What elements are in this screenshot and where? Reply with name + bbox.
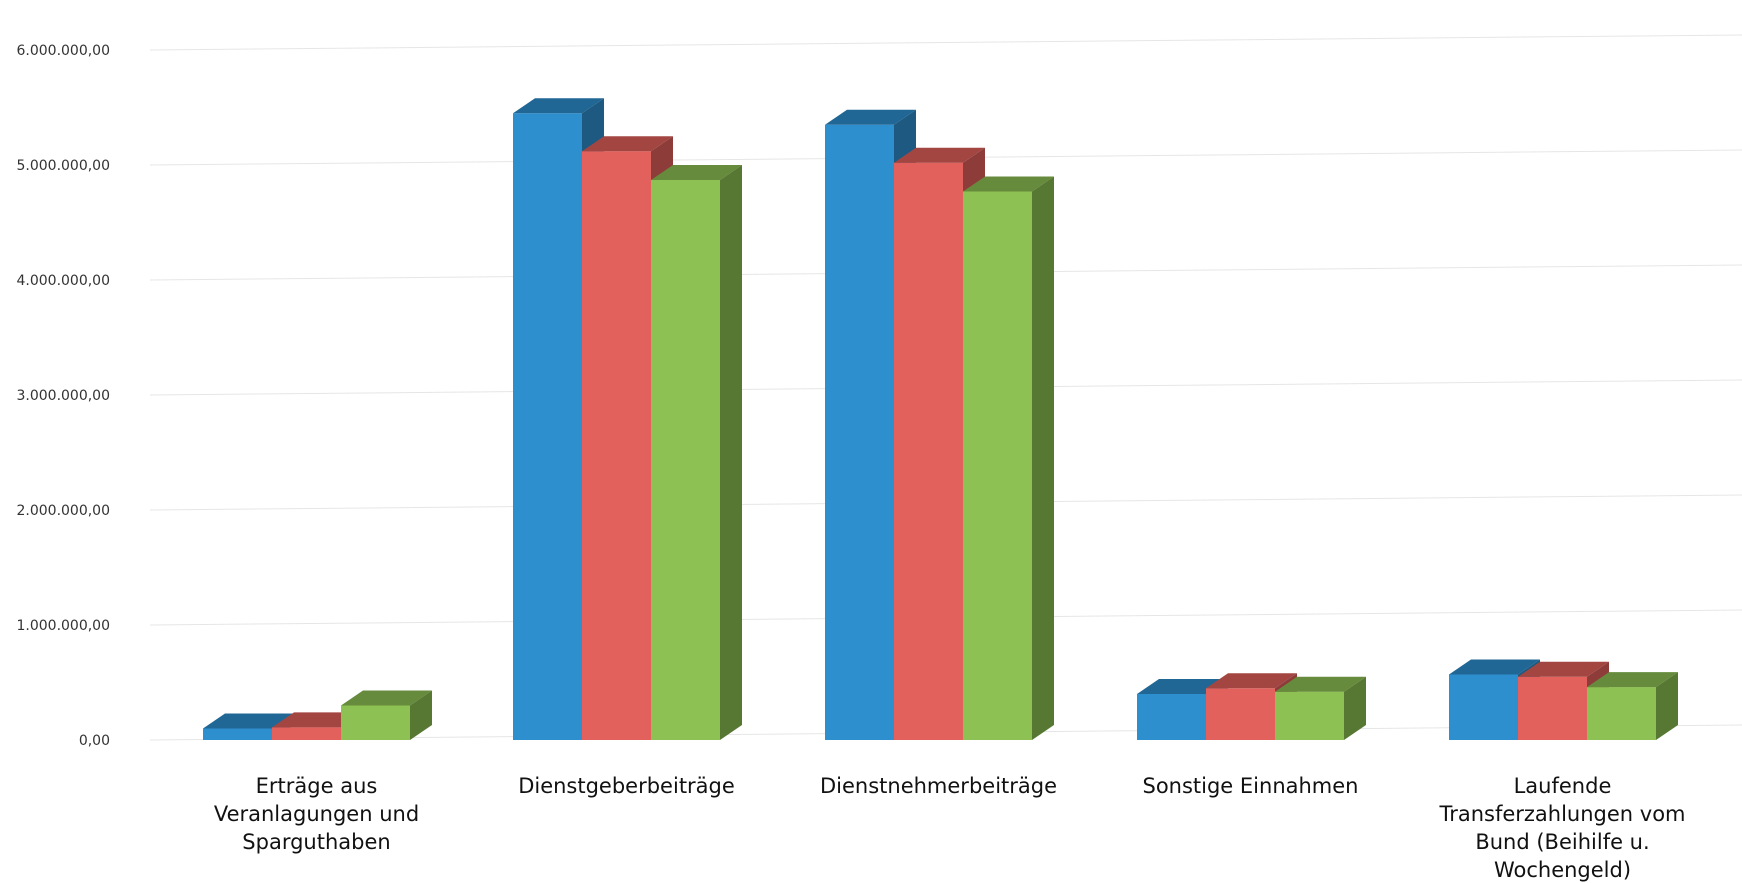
bar-top — [341, 690, 432, 706]
bar — [1275, 676, 1366, 740]
bar-front — [1137, 694, 1206, 740]
x-category-label-line: Bund (Beihilfe u. — [1475, 830, 1649, 854]
x-category-label: Erträge aus Veranlagungen und Sparguthaben — [214, 774, 419, 854]
bar-top — [825, 109, 916, 125]
bar-side — [1344, 676, 1366, 740]
bars — [203, 98, 1678, 740]
bar-front — [894, 162, 963, 740]
bar-front — [651, 179, 720, 740]
y-tick-label: 4.000.000,00 — [16, 273, 110, 289]
bar-top — [513, 98, 604, 114]
bar-top — [203, 713, 294, 729]
bar-top — [1206, 673, 1297, 689]
bar-top — [1137, 679, 1228, 694]
x-category-label: Sonstige Einnahmen — [1142, 774, 1358, 798]
x-category-label-line: Transferzahlungen vom — [1438, 802, 1685, 826]
y-tick-label: 2.000.000,00 — [16, 503, 110, 519]
bar-front — [582, 151, 651, 740]
bar-top — [272, 712, 363, 728]
x-category-label-line: Wochengeld) — [1494, 858, 1631, 882]
y-axis: 0,00 1.000.000,00 2.000.000,00 3.000.000,00… — [16, 43, 110, 749]
bar-front — [1587, 687, 1656, 740]
bar-front — [272, 727, 341, 740]
bar-front — [1449, 674, 1518, 740]
gridline — [149, 34, 1742, 51]
bar-top — [1518, 661, 1609, 677]
bar — [963, 176, 1054, 740]
bar-side — [1656, 672, 1678, 740]
bar-top — [1275, 676, 1366, 692]
y-tick-label: 0,00 — [79, 733, 110, 749]
x-category-label-line: Dienstgeberbeiträge — [518, 774, 735, 798]
x-category-label: Dienstgeberbeiträge — [518, 774, 735, 798]
bar-front — [1206, 688, 1275, 740]
x-category-label-line: Dienstnehmerbeiträge — [820, 774, 1057, 798]
bar-side — [410, 690, 432, 740]
bar-front — [1275, 691, 1344, 740]
x-axis: Erträge aus Veranlagungen und Sparguthaben… — [214, 774, 1686, 882]
bar-top — [582, 136, 673, 152]
bar-top — [963, 176, 1054, 192]
x-category-label-line: Sonstige Einnahmen — [1142, 774, 1358, 798]
bar-top — [894, 147, 985, 163]
x-category-label: Laufende Transferzahlungen vom Bund (Beihi… — [1438, 774, 1685, 882]
x-category-label-line: Laufende — [1514, 774, 1612, 798]
bar-side — [1032, 176, 1054, 740]
bar-front — [203, 728, 272, 740]
bar-top — [651, 164, 742, 180]
x-category-label-line: Veranlagungen und — [214, 802, 419, 826]
y-tick-label: 6.000.000,00 — [16, 43, 110, 59]
y-tick-label: 1.000.000,00 — [16, 618, 110, 634]
x-category-label-line: Sparguthaben — [242, 830, 390, 854]
bar-top — [1587, 672, 1678, 688]
bar-front — [1518, 676, 1587, 740]
bar-top — [1449, 659, 1540, 675]
bar-front — [513, 113, 582, 740]
bar — [1587, 672, 1678, 740]
x-category-label: Dienstnehmerbeiträge — [820, 774, 1057, 798]
bar-front — [963, 191, 1032, 740]
bar — [341, 690, 432, 740]
bar-front — [341, 705, 410, 740]
bar-front — [825, 124, 894, 740]
y-tick-label: 3.000.000,00 — [16, 388, 110, 404]
x-category-label-line: Erträge aus — [256, 774, 378, 798]
y-tick-label: 5.000.000,00 — [16, 158, 110, 174]
bar — [651, 164, 742, 740]
bar-side — [720, 164, 742, 740]
